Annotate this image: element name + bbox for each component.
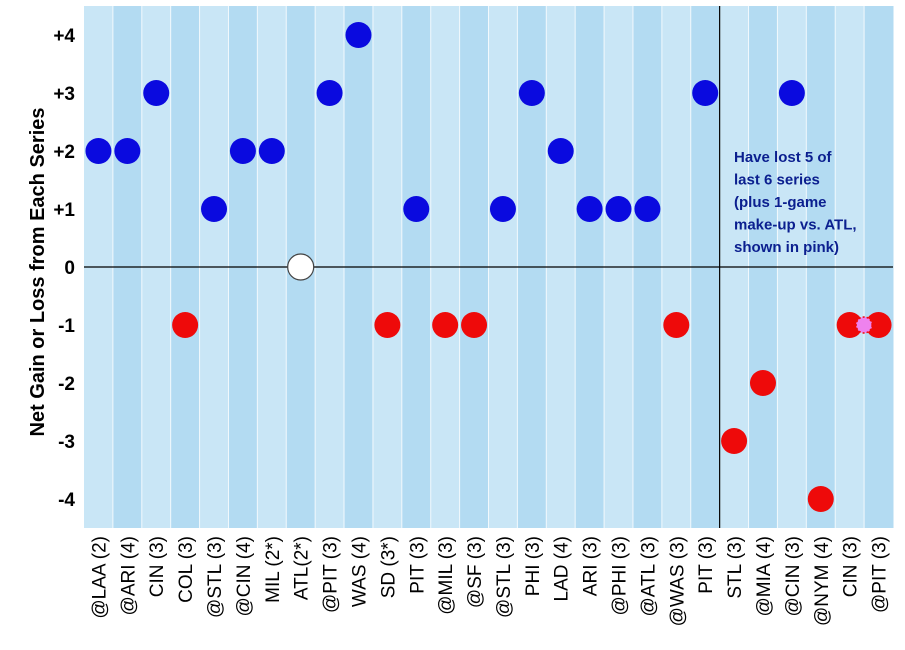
data-point [547,138,574,164]
data-point [721,428,748,454]
x-tick-label: ATL(2*) [292,536,313,600]
x-tick-label: @NYM (4) [812,536,833,626]
data-point [518,80,545,106]
x-tick-label: STL (3) [725,536,746,599]
x-tick-label: PIT (3) [696,536,717,594]
y-tick-labels: +4 +3 +2 +1 0 -1 -2 -3 -4 [53,26,75,511]
y-tick-label: -2 [58,374,75,395]
y-axis-label: Net Gain or Loss from Each Series [27,108,49,437]
data-point [432,312,459,338]
y-tick-label: -4 [58,490,75,511]
y-tick-label: +3 [53,84,75,105]
x-tick-label: @PHI (3) [610,536,631,615]
data-point [403,196,430,222]
x-tick-label: @ATL (3) [638,536,659,617]
data-point [489,196,516,222]
annotation-text: Have lost 5 of last 6 series (plus 1-game m… [734,149,857,256]
x-tick-label: ARI (3) [581,536,602,596]
x-tick-label: @PIT (3) [870,536,891,613]
data-point [807,486,834,512]
x-tick-label: CIN (3) [147,536,168,597]
data-point [605,196,632,222]
y-tick-label: 0 [64,258,75,279]
x-tick-label: @MIA (4) [754,536,775,617]
x-tick-labels: @LAA (2) @ARI (4) CIN (3) COL (3) @STL (3) @C… [89,536,890,626]
x-tick-label: SD (3*) [378,536,399,598]
x-tick-label: PHI (3) [523,536,544,596]
y-tick-label: -1 [58,316,75,337]
makeup-data-point [855,316,873,334]
data-point [114,138,141,164]
data-point [692,80,719,106]
y-tick-label: +4 [53,26,75,47]
data-point [172,312,199,338]
x-tick-label: @MIL (3) [436,536,457,615]
data-point [865,312,892,338]
annotation-line: shown in pink) [734,239,839,256]
data-point [229,138,256,164]
data-point [85,138,112,164]
x-tick-label: MIL (2*) [263,536,284,603]
x-tick-label: WAS (4) [349,536,370,607]
annotation-line: make-up vs. ATL, [734,217,857,234]
x-tick-label: PIT (3) [407,536,428,594]
x-tick-label: @STL (3) [494,536,515,618]
x-tick-label: @WAS (3) [667,536,688,626]
data-point [634,196,661,222]
data-point [663,312,690,338]
y-tick-label: -3 [58,432,75,453]
data-point [143,80,170,106]
data-point [316,80,343,106]
x-tick-label: @CIN (3) [783,536,804,617]
x-tick-label: LAD (4) [552,536,573,601]
data-point [461,312,488,338]
y-tick-label: +1 [53,200,75,221]
annotation-line: last 6 series [734,172,820,189]
data-point [201,196,228,222]
data-point [287,253,315,281]
data-point [345,22,372,48]
data-point [374,312,401,338]
data-point [749,370,776,396]
data-point [778,80,805,106]
x-tick-label: @STL (3) [205,536,226,618]
x-tick-label: COL (3) [176,536,197,603]
annotation-line: Have lost 5 of [734,149,833,166]
x-tick-label: @CIN (4) [234,536,255,617]
x-tick-label: @LAA (2) [89,536,110,619]
x-tick-label: CIN (3) [841,536,862,597]
annotation-line: (plus 1-game [734,194,827,211]
x-tick-label: @PIT (3) [321,536,342,613]
data-points [85,22,892,512]
y-tick-label: +2 [53,142,75,163]
data-point [836,312,863,338]
x-tick-label: @SF (3) [465,536,486,608]
x-tick-label: @ARI (4) [118,536,139,615]
data-point [576,196,603,222]
data-point [258,138,285,164]
